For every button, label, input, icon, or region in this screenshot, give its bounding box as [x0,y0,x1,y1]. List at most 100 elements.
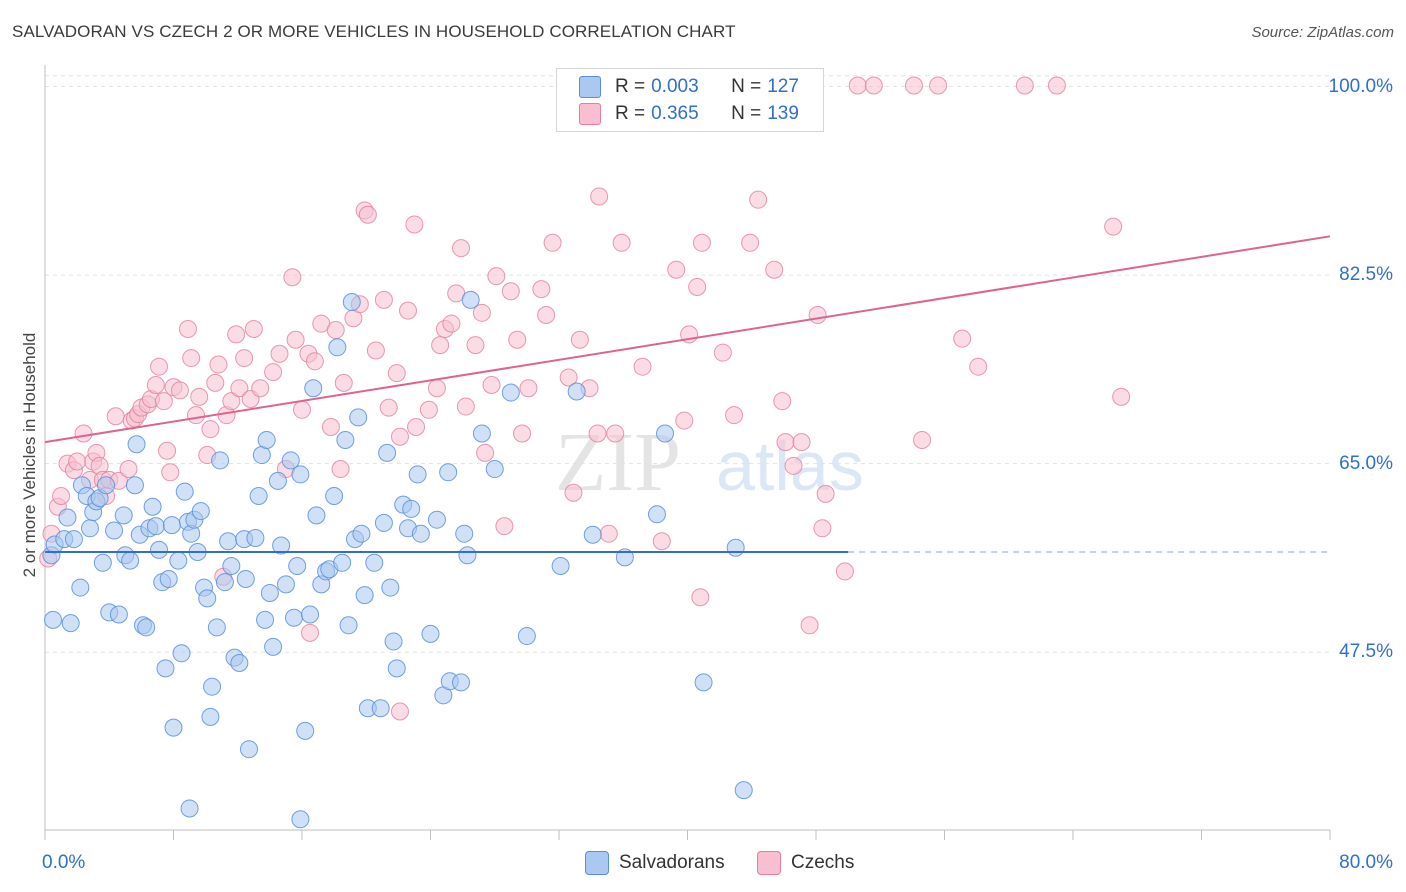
salvadorans-point [276,575,295,594]
salvadorans-point [137,618,156,637]
czechs-point [379,398,398,417]
salvadorans-point [256,610,275,629]
salvadorans-point [175,482,194,501]
salvadorans-point [215,573,234,592]
czechs-point [158,441,177,460]
r-label: R = [615,103,646,124]
czechs-point [953,329,972,348]
salvadorans-point [252,446,271,465]
salvadorans-point [257,430,276,449]
salvadorans-point [80,519,99,538]
czechs-point [1015,76,1034,95]
czechs-point [692,233,711,252]
czechs-point [472,303,491,322]
salvadorans-point [260,583,279,602]
czechs-r-value: 0.365 [651,103,699,124]
salvadorans-point [97,476,116,495]
czechs-point [570,330,589,349]
salvadorans-point [352,524,371,543]
legend-item-salvadorans: Salvadorans [585,851,725,875]
salvadorans-point [264,637,283,656]
salvadorans-point [371,699,390,718]
salvadorans-point [656,424,675,443]
czechs-point [559,368,578,387]
salvadorans-point [236,569,255,588]
czechs-point [264,363,283,382]
czechs-point [286,330,305,349]
salvadorans-point [517,627,536,646]
czechs-point [599,524,618,543]
salvadorans-point [411,524,430,543]
axes [44,65,1331,840]
czechs-point [146,376,165,395]
czechs-point [161,463,180,482]
czechs-point [904,76,923,95]
czechs-point [765,260,784,279]
czechs-point [675,411,694,430]
czechs-point [725,406,744,425]
salvadorans-point [191,502,210,521]
czechs-point [301,623,320,642]
czechs-point [835,562,854,581]
czechs-point [482,376,501,395]
salvadorans-point [219,532,238,551]
salvadorans-point [61,614,80,633]
czechs-point [495,517,514,536]
y-tick-label: 82.5% [1339,264,1393,286]
salvadorans-point [284,608,303,627]
czechs-point [293,400,311,419]
czechs-point [390,427,409,446]
czechs-point [326,321,345,340]
czechs-point [366,341,385,360]
salvadorans-point [150,540,169,559]
czechs-point [476,443,495,462]
r-label: R = [615,76,646,97]
czechs-point [190,387,209,406]
czechs-point [667,260,686,279]
czechs-trend-line [44,235,1331,444]
y-tick-label: 65.0% [1339,452,1393,474]
salvadorans-point [402,499,421,518]
czechs-point [74,424,93,443]
czechs-swatch [579,103,601,125]
legend-row-salvadorans: R = 0.003 N = 127 [579,74,799,100]
czechs-point [154,392,173,411]
salvadorans-point [239,740,258,759]
n-label: N = [731,103,762,124]
czechs-legend-label: Czechs [791,852,855,873]
czechs-point [407,418,426,437]
czechs-point [321,418,340,437]
salvadorans-point [384,632,403,651]
czechs-point [52,486,71,505]
czechs-points [39,76,1131,721]
salvadorans-point [583,525,602,544]
czechs-point [387,364,406,383]
czechs-point [206,373,225,392]
czechs-point [209,355,228,374]
czechs-point [929,76,948,95]
salvadorans-legend-label: Salvadorans [619,852,725,873]
czechs-point [519,379,538,398]
salvadorans-point [551,557,570,576]
salvadorans-point [172,644,191,663]
salvadorans-point [458,546,477,565]
czechs-point [864,76,883,95]
salvadorans-point [452,673,471,692]
czechs-point [235,349,254,368]
salvadorans-point [64,530,83,549]
czechs-point [816,484,835,503]
salvadorans-point [485,460,504,479]
salvadorans-point [387,659,406,678]
x-tick-label-min: 0.0% [42,852,86,873]
legend-row-czechs: R = 0.365 N = 139 [579,101,799,127]
czechs-point [688,277,707,296]
czechs-point [358,205,377,224]
salvadorans-point [127,435,146,454]
salvadorans-r-value: 0.003 [651,76,699,97]
salvadorans-point [291,465,310,484]
salvadorans-point [726,538,745,557]
czechs-point [713,343,732,362]
salvadorans-point [647,505,666,524]
czechs-point [633,357,652,376]
czechs-point [808,305,827,324]
